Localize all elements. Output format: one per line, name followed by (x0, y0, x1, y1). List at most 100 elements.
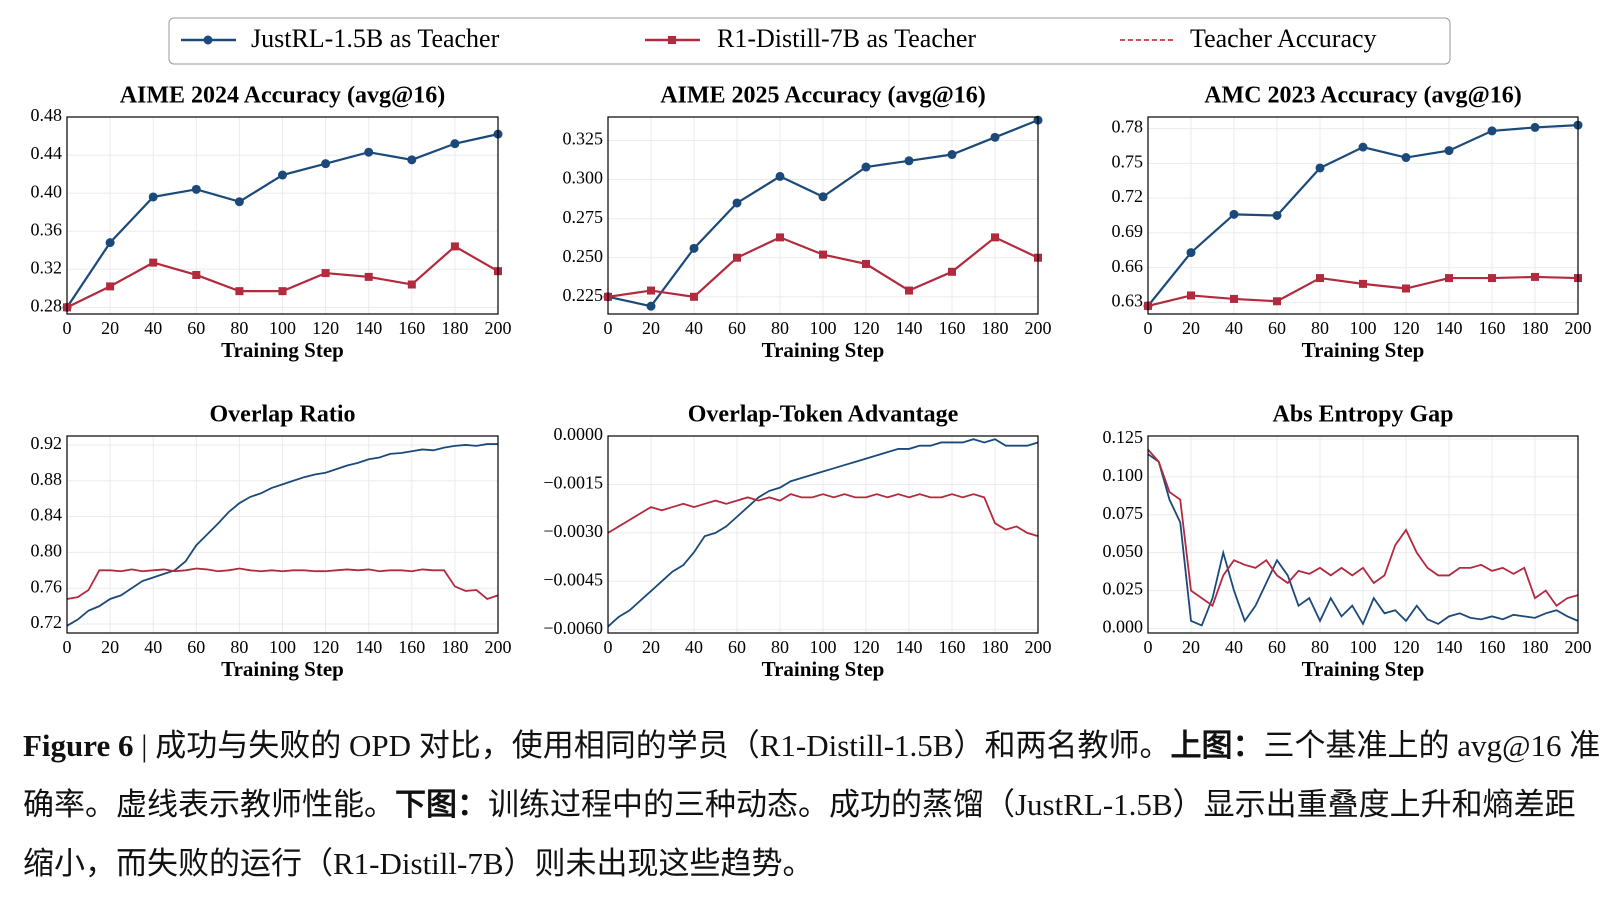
x-tick-label: 160 (398, 318, 425, 338)
x-tick-label: 100 (1350, 318, 1377, 338)
x-axis-label: Training Step (762, 657, 885, 681)
x-tick-label: 60 (728, 318, 746, 338)
data-point (904, 156, 914, 166)
data-point (990, 132, 1000, 142)
data-point (948, 267, 956, 276)
y-tick-label: 0.125 (1103, 427, 1144, 447)
x-tick-label: 80 (230, 318, 248, 338)
y-tick-label: 0.84 (31, 505, 63, 525)
y-tick-label: 0.72 (1112, 186, 1144, 206)
data-point (776, 233, 784, 242)
x-tick-label: 20 (101, 318, 119, 338)
data-line (1147, 453, 1579, 627)
x-axis-label: Training Step (1302, 657, 1425, 681)
y-tick-label: 0.100 (1103, 465, 1144, 485)
data-point (148, 192, 158, 202)
data-point (647, 286, 655, 295)
y-tick-label: 0.250 (563, 246, 604, 266)
x-tick-label: 60 (187, 318, 205, 338)
data-line (66, 443, 498, 627)
data-point (235, 287, 244, 296)
legend-box (168, 17, 1451, 65)
chart-title: Overlap-Token Advantage (688, 402, 959, 428)
data-point (364, 147, 374, 157)
y-tick-label: 0.63 (1112, 291, 1144, 311)
x-tick-label: 80 (771, 318, 789, 338)
y-tick-label: 0.44 (31, 143, 63, 163)
data-line (607, 493, 1039, 537)
data-point (450, 242, 459, 251)
y-tick-label: 0.36 (31, 219, 63, 239)
data-point (1530, 122, 1540, 132)
x-tick-label: 200 (1565, 318, 1592, 338)
x-tick-label: 80 (1311, 637, 1329, 657)
y-tick-label: −0.0045 (543, 569, 603, 589)
x-tick-label: 120 (312, 318, 339, 338)
y-tick-label: 0.75 (1112, 151, 1144, 171)
x-tick-label: 180 (1522, 318, 1549, 338)
x-tick-label: 180 (441, 637, 468, 657)
plot-frame (66, 116, 499, 315)
x-axis-label: Training Step (1302, 338, 1425, 362)
x-tick-label: 80 (771, 637, 789, 657)
x-tick-label: 20 (1182, 637, 1200, 657)
y-tick-label: 0.325 (563, 129, 604, 149)
data-point (149, 258, 158, 267)
x-tick-label: 20 (642, 637, 660, 657)
x-tick-label: 140 (896, 318, 923, 338)
caption-text: 训练过程中的三种动态。成功的蒸馏（JustRL-1.5B）显示出重叠度上升和熵差… (23, 787, 1576, 881)
legend-label: JustRL-1.5B as Teacher (251, 24, 500, 53)
x-tick-label: 120 (1393, 318, 1420, 338)
x-tick-label: 0 (1144, 637, 1153, 657)
x-tick-label: 20 (101, 637, 119, 657)
x-tick-label: 160 (939, 318, 966, 338)
data-point (450, 139, 460, 149)
x-tick-label: 140 (355, 318, 382, 338)
data-point (732, 198, 742, 208)
chart-title: AIME 2024 Accuracy (avg@16) (120, 83, 446, 109)
x-tick-label: 140 (896, 637, 923, 657)
caption-label: Figure 6 (23, 728, 134, 763)
data-point (689, 243, 699, 253)
plot-frame (607, 116, 1039, 315)
data-point (1230, 294, 1238, 303)
x-tick-label: 120 (853, 637, 880, 657)
x-tick-label: 180 (1522, 637, 1549, 657)
y-tick-label: 0.48 (31, 105, 63, 125)
x-tick-label: 20 (642, 318, 660, 338)
data-point (1229, 209, 1239, 219)
x-axis-label: Training Step (762, 338, 885, 362)
data-point (991, 233, 999, 242)
chart-title: AIME 2025 Accuracy (avg@16) (660, 83, 986, 109)
y-tick-label: 0.025 (1103, 579, 1144, 599)
plot-frame (1147, 435, 1579, 634)
legend-label: R1-Distill-7B as Teacher (717, 24, 976, 53)
y-tick-label: 0.78 (1112, 117, 1144, 137)
chart-title: Abs Entropy Gap (1273, 402, 1454, 428)
x-tick-label: 0 (63, 637, 72, 657)
data-point (321, 159, 331, 169)
data-point (1488, 274, 1496, 283)
y-tick-label: 0.80 (31, 541, 63, 561)
x-axis-label: Training Step (221, 338, 344, 362)
plot-frame (607, 435, 1039, 634)
caption-text: | 成功与失败的 OPD 对比，使用相同的学员（R1-Distill-1.5B）… (133, 728, 1171, 763)
y-tick-label: −0.0015 (543, 473, 603, 493)
x-tick-label: 60 (1268, 318, 1286, 338)
data-point (1531, 272, 1539, 281)
y-tick-label: 0.225 (563, 285, 604, 305)
x-tick-label: 180 (982, 318, 1009, 338)
data-point (1315, 163, 1325, 173)
data-point (192, 270, 201, 279)
x-tick-label: 200 (485, 318, 512, 338)
x-tick-label: 140 (355, 637, 382, 657)
caption-label: 下图： (395, 787, 488, 822)
x-tick-label: 200 (485, 637, 512, 657)
x-tick-label: 40 (685, 318, 703, 338)
x-tick-label: 20 (1182, 318, 1200, 338)
x-tick-label: 60 (728, 637, 746, 657)
y-tick-label: 0.66 (1112, 256, 1144, 276)
data-point (1445, 274, 1453, 283)
x-tick-label: 160 (1479, 637, 1506, 657)
